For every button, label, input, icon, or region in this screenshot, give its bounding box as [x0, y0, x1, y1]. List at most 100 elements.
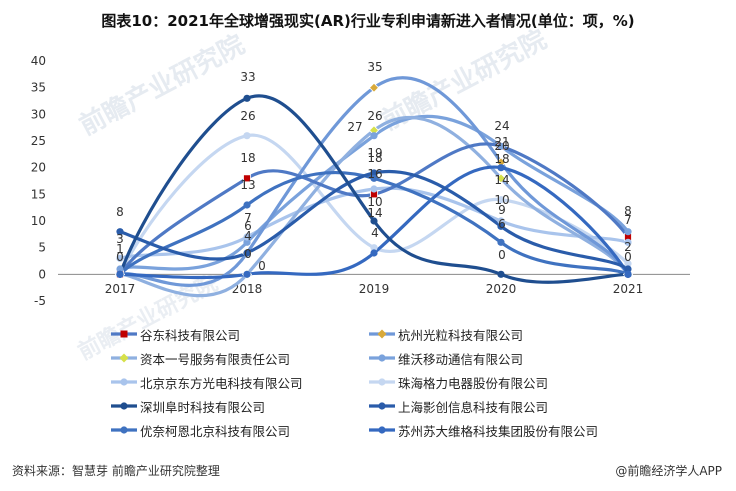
data-label: 9	[498, 203, 506, 217]
legend-label: 维沃移动通信有限公司	[398, 351, 524, 367]
legend-swatch	[369, 402, 395, 410]
chart-title: 图表10：2021年全球增强现实(AR)行业专利申请新进入者情况(单位：项，%)	[101, 12, 635, 30]
data-point	[370, 217, 378, 225]
legend-label: 上海影创信息科技有限公司	[398, 399, 549, 415]
y-tick-label: 40	[31, 54, 46, 68]
y-tick-label: 15	[31, 187, 46, 201]
legend-item: 苏州苏大维格科技集团股份有限公司	[368, 421, 598, 439]
data-point	[370, 169, 378, 177]
data-label: 4	[371, 226, 379, 240]
data-label: 10	[494, 193, 509, 207]
data-label: 7	[244, 211, 252, 225]
data-label: 18	[367, 151, 382, 165]
data-point	[497, 270, 505, 278]
y-tick-label: 0	[38, 267, 46, 281]
legend-item: 上海影创信息科技有限公司	[368, 397, 548, 415]
data-label: 0	[258, 259, 266, 273]
data-point	[368, 82, 380, 93]
data-label: 8	[624, 204, 632, 218]
data-label: 14	[367, 206, 382, 220]
data-point	[370, 132, 378, 140]
y-tick-label: 5	[38, 241, 46, 255]
data-label: 13	[240, 178, 255, 192]
data-point	[624, 238, 632, 246]
data-label: 0	[116, 250, 124, 264]
data-label: 1	[116, 242, 124, 256]
x-tick-label: 2017	[105, 282, 136, 296]
data-point	[116, 265, 124, 273]
data-point	[497, 222, 505, 230]
data-point	[495, 173, 507, 184]
data-label: 18	[494, 152, 509, 166]
x-tick-label: 2019	[359, 282, 390, 296]
data-point	[370, 249, 378, 257]
data-label: 19	[367, 146, 382, 160]
data-label: 0	[244, 247, 252, 261]
series-line	[118, 165, 630, 280]
legend-item: 谷东科技有限公司	[110, 325, 240, 343]
data-label: 18	[240, 151, 255, 165]
data-point	[624, 265, 632, 273]
legend-swatch	[111, 378, 137, 386]
legend-item: 杭州光粒科技有限公司	[368, 325, 523, 343]
data-label: 10	[367, 195, 382, 209]
data-point	[243, 249, 251, 257]
data-point	[243, 270, 251, 278]
legend-item: 优奈柯恩北京科技有限公司	[110, 421, 290, 439]
data-label: 0	[624, 250, 632, 264]
data-label: 0	[498, 248, 506, 262]
data-point	[497, 164, 505, 172]
data-point	[370, 174, 378, 182]
data-label: 20	[494, 139, 509, 153]
data-label: 8	[116, 205, 124, 219]
x-tick-label: 2018	[232, 282, 263, 296]
data-point	[497, 142, 505, 150]
data-point	[243, 238, 251, 246]
legend-swatch	[369, 329, 395, 339]
legend-label: 北京京东方光电科技有限公司	[140, 375, 303, 391]
legend-swatch	[369, 354, 395, 362]
data-label: 3	[116, 232, 124, 246]
data-point	[243, 201, 251, 209]
legend-item: 北京京东方光电科技有限公司	[110, 373, 303, 391]
data-point	[624, 228, 632, 236]
source-note: 资料来源：智慧芽 前瞻产业研究院整理	[12, 464, 220, 478]
data-label: 33	[240, 70, 255, 84]
data-point	[497, 196, 505, 204]
data-point	[243, 174, 251, 183]
data-label: 7	[624, 213, 632, 227]
x-tick-label: 2021	[613, 282, 644, 296]
legend-swatch	[369, 426, 395, 434]
data-point	[624, 260, 632, 268]
y-tick-label: 10	[31, 214, 46, 228]
data-label: 26	[240, 109, 255, 123]
data-label: 6	[244, 219, 252, 233]
data-point	[497, 217, 505, 225]
data-point	[497, 238, 505, 246]
data-label: 4	[244, 229, 252, 243]
legend-label: 谷东科技有限公司	[140, 327, 241, 343]
data-label: 24	[494, 119, 509, 133]
data-label: 6	[498, 217, 506, 231]
y-tick-label: 20	[31, 161, 46, 175]
legend-swatch	[111, 353, 137, 363]
data-label: 16	[367, 167, 382, 181]
legend-label: 杭州光粒科技有限公司	[398, 327, 524, 343]
x-tick-label: 2020	[486, 282, 517, 296]
data-label: 14	[494, 173, 509, 187]
data-point	[243, 94, 251, 102]
data-label: 26	[367, 109, 382, 123]
data-point	[116, 270, 124, 278]
data-label: 21	[494, 135, 509, 149]
brand-credit: @前瞻经济学人APP	[615, 464, 722, 478]
data-point	[243, 132, 251, 140]
legend-label: 资本一号服务有限责任公司	[140, 351, 291, 367]
data-point	[370, 185, 378, 193]
legend-item: 维沃移动通信有限公司	[368, 349, 523, 367]
data-label: 2	[624, 240, 632, 254]
legend-item: 深圳阜时科技有限公司	[110, 397, 265, 415]
data-point	[243, 233, 251, 241]
legend-item: 珠海格力电器股份有限公司	[368, 373, 548, 391]
data-point	[116, 228, 124, 236]
